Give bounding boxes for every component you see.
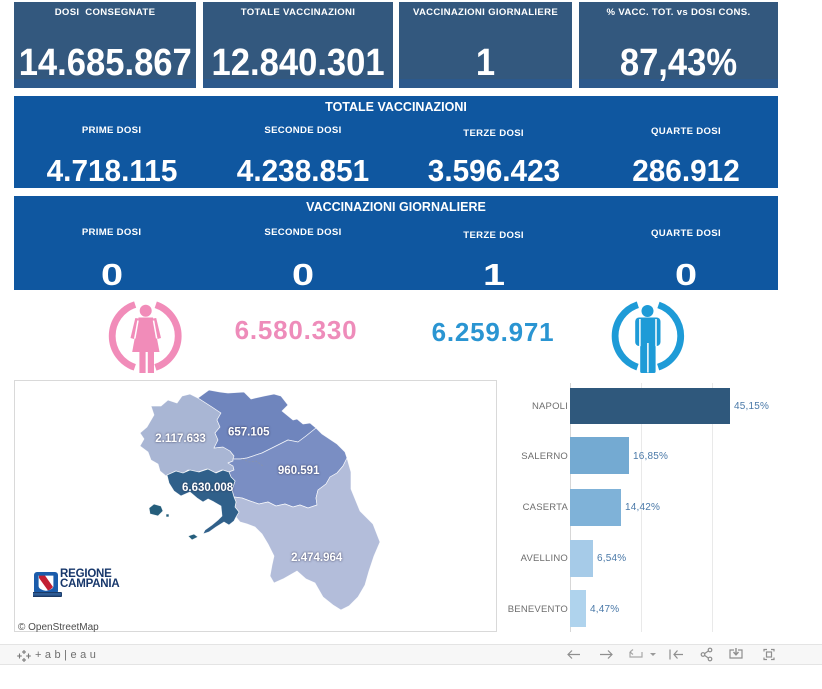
svg-text:960.591: 960.591 bbox=[278, 465, 320, 477]
svg-text:6.630.008: 6.630.008 bbox=[182, 482, 234, 494]
svg-text:2.474.964: 2.474.964 bbox=[291, 552, 343, 564]
svg-text:657.105: 657.105 bbox=[228, 427, 270, 439]
svg-text:2.117.633: 2.117.633 bbox=[155, 433, 206, 445]
